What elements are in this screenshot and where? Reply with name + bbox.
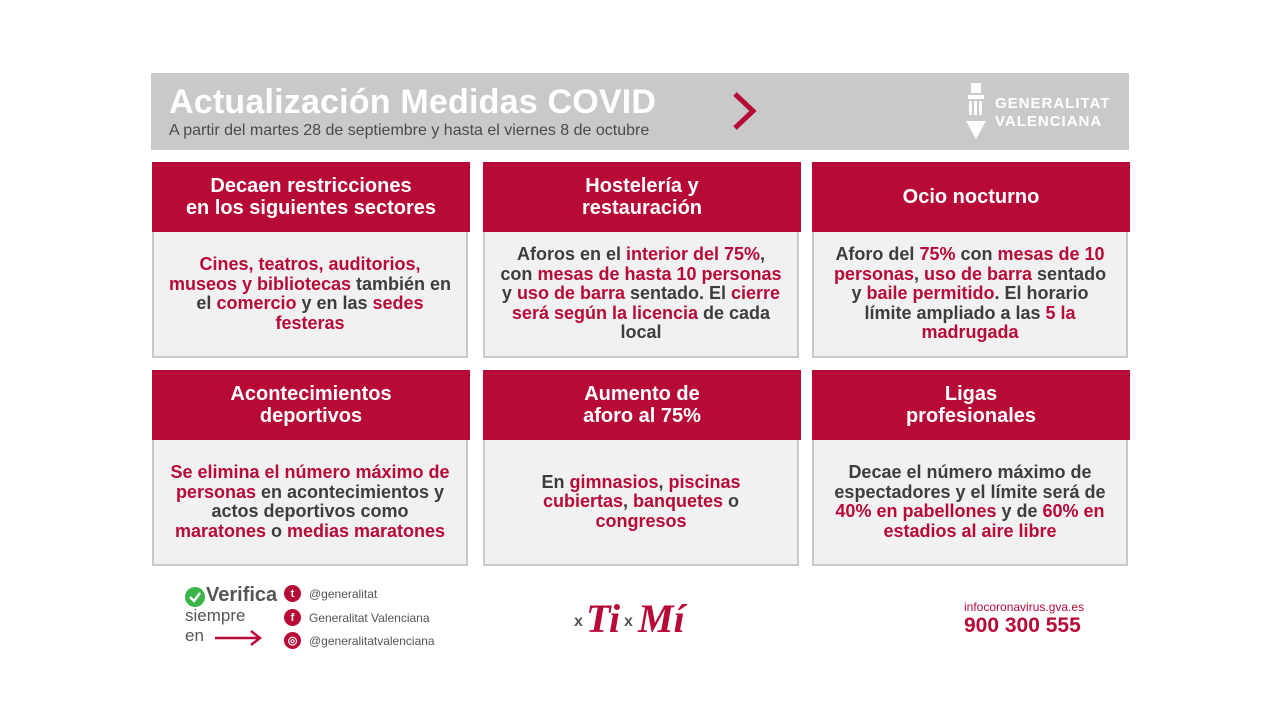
highlight-text: cierre será según la licencia	[511, 283, 781, 323]
page-subtitle: A partir del martes 28 de septiembre y h…	[169, 122, 650, 139]
highlight-text: gimnasios	[569, 471, 659, 492]
measure-card-body: Se elimina el número máximo de personas …	[154, 440, 466, 564]
info-url-link[interactable]: infocoronavirus.gva.es	[964, 600, 1085, 614]
body-text: . El horario límite ampliado a las	[864, 283, 1089, 323]
measure-card-body: Aforos en el interior del 75%, con mesas…	[485, 232, 797, 356]
measure-card-title: Ligas profesionales	[812, 370, 1130, 440]
verifica-label: Verifica	[206, 584, 278, 606]
measure-card-body: Decae el número máximo de espectadores y…	[814, 440, 1126, 564]
highlight-text: mesas de 10 personas	[833, 244, 1105, 284]
campaign-logo: x Ti x Mí	[574, 596, 688, 641]
measure-card-body: En gimnasios, piscinas cubiertas, banque…	[485, 440, 797, 564]
measure-card-body: Cines, teatros, auditorios, museos y bib…	[154, 232, 466, 356]
svg-text:Ti: Ti	[586, 596, 620, 641]
body-text: ,	[913, 263, 924, 284]
header-banner: Actualización Medidas COVID A partir del…	[151, 73, 1129, 150]
measure-card-title: Acontecimientos deportivos	[152, 370, 470, 440]
highlight-text: medias maratones	[286, 520, 446, 541]
highlight-text: 5 la madrugada	[921, 302, 1076, 343]
measure-card-title: Decaen restricciones en los siguientes s…	[152, 162, 470, 232]
body-text: sentado y	[851, 263, 1107, 304]
measure-card: Ocio nocturno Aforo del 75% con mesas de …	[812, 162, 1130, 358]
body-text: Decae el número máximo de espectadores y…	[834, 462, 1106, 502]
page-title: Actualización Medidas COVID	[169, 83, 657, 121]
highlight-text: mesas de hasta 10 personas	[537, 263, 782, 284]
body-text: de cada local	[620, 302, 771, 343]
highlight-text: piscinas cubiertas	[542, 471, 741, 512]
body-text: también en el	[196, 273, 452, 313]
body-text: Aforos en el	[516, 244, 626, 265]
body-text: y en las	[296, 293, 373, 313]
highlight-text: uso de barra	[924, 263, 1033, 284]
info-phone[interactable]: 900 300 555	[964, 614, 1081, 637]
highlight-text: Cines, teatros, auditorios, museos y bib…	[168, 254, 421, 294]
measure-card: Decaen restricciones en los siguientes s…	[152, 162, 470, 358]
measure-card: Acontecimientos deportivos Se elimina el …	[152, 370, 470, 566]
generalitat-logo: GENERALITAT VALENCIANA	[963, 81, 1123, 143]
facebook-link[interactable]: f Generalitat Valenciana	[284, 609, 430, 626]
body-text: sentado. El	[624, 283, 732, 304]
facebook-icon: f	[284, 609, 301, 626]
highlight-text: Se elimina el número máximo de personas	[170, 462, 450, 502]
generalitat-emblem-icon	[966, 83, 986, 139]
highlight-text: sedes festeras	[275, 293, 424, 333]
highlight-text: 40% en pabellones	[835, 501, 997, 521]
verifica-block: Verifica siempre en	[183, 584, 293, 654]
highlight-text: uso de barra	[516, 283, 625, 304]
siempre-label: siempre en	[185, 606, 246, 645]
twitter-handle: @generalitat	[309, 586, 378, 601]
measure-card-title: Ocio nocturno	[812, 162, 1130, 232]
body-text: y de	[996, 501, 1043, 521]
instagram-handle: @generalitatvalenciana	[309, 633, 435, 648]
highlight-text: 60% en estadios al aire libre	[883, 501, 1105, 541]
highlight-text: interior del 75%	[625, 244, 761, 265]
highlight-text: 75%	[919, 244, 956, 265]
facebook-handle: Generalitat Valenciana	[309, 610, 430, 625]
arrow-right-icon	[215, 630, 263, 646]
measure-card-title: Hostelería y restauración	[483, 162, 801, 232]
measure-card: Aumento de aforo al 75% En gimnasios, pis…	[483, 370, 801, 566]
body-text: o	[265, 520, 287, 541]
generalitat-logo-text: GENERALITAT VALENCIANA	[995, 95, 1111, 130]
body-text: En	[541, 471, 570, 492]
highlight-text: banquetes	[633, 491, 724, 512]
body-text: y	[501, 283, 517, 304]
body-text: ,	[658, 471, 669, 492]
body-text: Aforo del	[835, 244, 920, 265]
svg-text:Mí: Mí	[637, 596, 688, 641]
body-text: con	[955, 244, 998, 265]
measure-card-body: Aforo del 75% con mesas de 10 personas, …	[814, 232, 1126, 356]
instagram-link[interactable]: ◎ @generalitatvalenciana	[284, 632, 435, 649]
measure-card: Hostelería y restauración Aforos en el in…	[483, 162, 801, 358]
measure-card: Ligas profesionales Decae el número máxim…	[812, 370, 1130, 566]
check-icon	[185, 587, 205, 607]
highlight-text: congresos	[595, 510, 687, 531]
highlight-text: maratones	[174, 520, 266, 541]
twitter-link[interactable]: t @generalitat	[284, 585, 377, 602]
instagram-icon: ◎	[284, 632, 301, 649]
svg-text:x: x	[574, 613, 583, 630]
body-text: ,	[623, 491, 634, 512]
measure-card-title: Aumento de aforo al 75%	[483, 370, 801, 440]
highlight-text: baile permitido	[866, 283, 995, 304]
body-text: o	[723, 491, 740, 512]
chevron-right-icon	[733, 92, 757, 130]
svg-text:x: x	[624, 613, 633, 630]
highlight-text: comercio	[216, 293, 297, 313]
body-text: en acontecimientos y actos deportivos co…	[211, 481, 445, 521]
twitter-icon: t	[284, 585, 301, 602]
body-text: , con	[500, 244, 766, 284]
